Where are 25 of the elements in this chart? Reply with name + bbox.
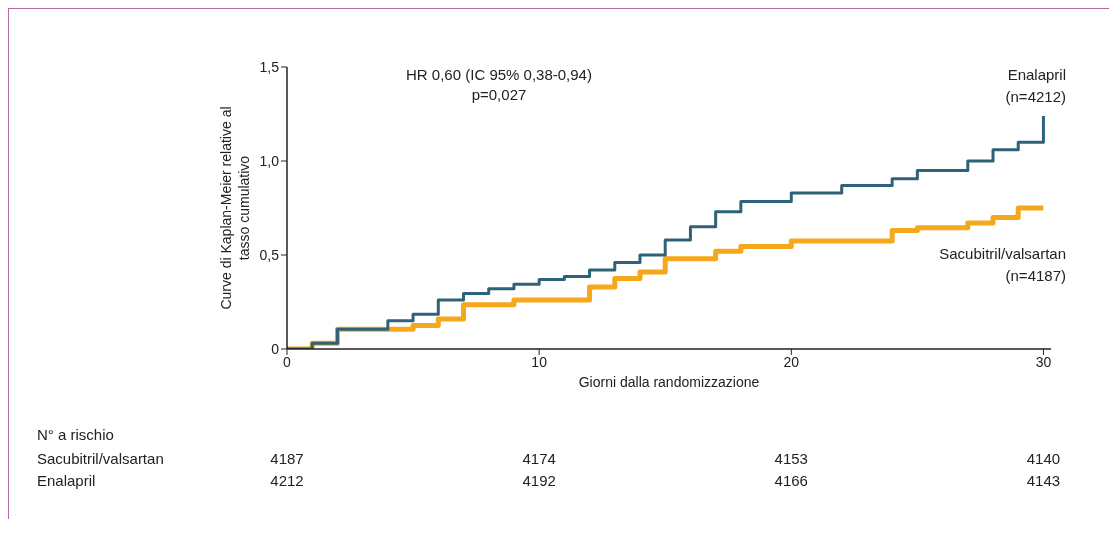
x-tick-label: 10 xyxy=(531,353,548,370)
x-tick-label: 0 xyxy=(283,353,292,370)
text: 4140 xyxy=(1025,450,1062,467)
y-axis-title: Curve di Kaplan-Meier relative al tasso cumulativo xyxy=(217,105,253,312)
x-axis-title: Giorni dalla randomizzazione xyxy=(578,374,760,390)
text: 4143 xyxy=(1025,472,1062,489)
text: 4174 xyxy=(521,450,557,467)
text: 4192 xyxy=(521,472,557,489)
y-tick-label: 0 xyxy=(271,340,280,357)
series-label: Sacubitril/valsartan (n=4187) xyxy=(939,245,1066,284)
y-tick-label: 1,0 xyxy=(259,152,280,169)
annotation: HR 0,60 (IC 95% 0,38-0,94) xyxy=(405,65,593,85)
text: 4212 xyxy=(269,472,305,489)
y-tick-label: 1,5 xyxy=(259,58,280,75)
annotation: p=0,027 xyxy=(470,85,528,105)
text: 4153 xyxy=(773,450,809,467)
text: Enalapril xyxy=(37,472,96,489)
text: N° a rischio xyxy=(37,426,114,443)
text: Sacubitril/valsartan xyxy=(37,450,164,467)
text: 4166 xyxy=(773,472,809,489)
x-tick-label: 20 xyxy=(783,353,800,370)
series-label: Enalapril (n=4212) xyxy=(1005,65,1066,105)
text: 4187 xyxy=(269,450,305,467)
y-tick-label: 0,5 xyxy=(259,246,280,263)
x-tick-label: 30 xyxy=(1035,353,1052,370)
